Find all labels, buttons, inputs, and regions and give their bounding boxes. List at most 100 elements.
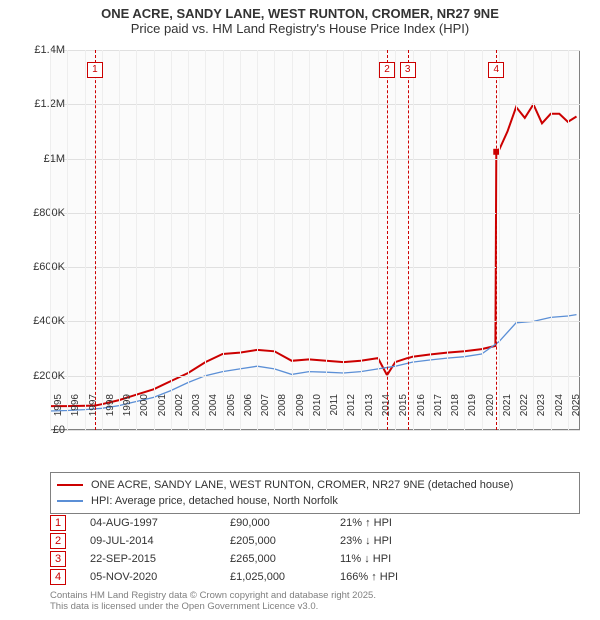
x-gridline (67, 50, 68, 430)
legend-label-2: HPI: Average price, detached house, Nort… (91, 495, 338, 507)
footer-attribution: Contains HM Land Registry data © Crown c… (50, 590, 580, 613)
sales-row-price: £265,000 (230, 553, 340, 565)
legend-item-2: HPI: Average price, detached house, Nort… (57, 493, 573, 509)
callout-marker: 2 (379, 62, 395, 78)
x-tick-label: 2018 (450, 394, 461, 434)
sales-row: 322-SEP-2015£265,00011% ↓ HPI (50, 550, 580, 568)
sales-row-date: 22-SEP-2015 (90, 553, 230, 565)
x-gridline (292, 50, 293, 430)
x-gridline (188, 50, 189, 430)
x-tick-label: 2020 (485, 394, 496, 434)
x-gridline (447, 50, 448, 430)
callout-marker: 3 (400, 62, 416, 78)
x-tick-label: 2008 (277, 394, 288, 434)
x-tick-label: 2023 (536, 394, 547, 434)
sales-row-price: £1,025,000 (230, 571, 340, 583)
sales-row-marker: 2 (50, 533, 66, 549)
x-tick-label: 1998 (105, 394, 116, 434)
sales-table: 1 04-AUG-1997£90,00021% ↑ HPI 2 09-JUL-2014… (50, 514, 580, 586)
x-gridline (309, 50, 310, 430)
y-tick-label: £1M (44, 153, 65, 165)
x-gridline (240, 50, 241, 430)
x-tick-label: 2000 (139, 394, 150, 434)
x-tick-label: 2011 (329, 394, 340, 434)
y-gridline (50, 104, 580, 105)
sales-row: 209-JUL-2014£205,00023% ↓ HPI (50, 532, 580, 550)
legend-swatch-1 (57, 484, 83, 486)
x-gridline (343, 50, 344, 430)
x-gridline (395, 50, 396, 430)
footer-line-2: This data is licensed under the Open Gov… (50, 601, 580, 612)
x-tick-label: 1996 (70, 394, 81, 434)
x-tick-label: 2016 (416, 394, 427, 434)
title-line-2: Price paid vs. HM Land Registry's House … (0, 21, 600, 36)
sales-row: 1 04-AUG-1997£90,00021% ↑ HPI (50, 514, 580, 532)
x-gridline (102, 50, 103, 430)
x-tick-label: 2006 (243, 394, 254, 434)
y-gridline (50, 376, 580, 377)
callout-marker: 4 (488, 62, 504, 78)
x-gridline (154, 50, 155, 430)
x-tick-label: 2017 (433, 394, 444, 434)
x-gridline (499, 50, 500, 430)
x-gridline (136, 50, 137, 430)
x-gridline (464, 50, 465, 430)
line-series-svg (50, 50, 580, 430)
x-gridline (482, 50, 483, 430)
x-gridline (551, 50, 552, 430)
x-tick-label: 2005 (226, 394, 237, 434)
x-tick-label: 2024 (554, 394, 565, 434)
x-gridline (85, 50, 86, 430)
x-tick-label: 2002 (174, 394, 185, 434)
legend-item-1: ONE ACRE, SANDY LANE, WEST RUNTON, CROME… (57, 477, 573, 493)
x-tick-label: 2004 (208, 394, 219, 434)
x-tick-label: 1995 (53, 394, 64, 434)
title-block: ONE ACRE, SANDY LANE, WEST RUNTON, CROME… (0, 0, 600, 36)
legend-label-1: ONE ACRE, SANDY LANE, WEST RUNTON, CROME… (91, 479, 513, 491)
callout-vline (95, 50, 96, 430)
legend-swatch-2 (57, 500, 83, 501)
x-gridline (223, 50, 224, 430)
callout-vline (387, 50, 388, 430)
sales-row-marker: 3 (50, 551, 66, 567)
x-gridline (533, 50, 534, 430)
x-tick-label: 1997 (88, 394, 99, 434)
title-line-1: ONE ACRE, SANDY LANE, WEST RUNTON, CROME… (0, 6, 600, 21)
y-gridline (50, 50, 580, 51)
x-tick-label: 2009 (295, 394, 306, 434)
x-tick-label: 2021 (502, 394, 513, 434)
callout-vline (496, 50, 497, 430)
sales-row-marker: 4 (50, 569, 66, 585)
y-gridline (50, 321, 580, 322)
x-gridline (50, 50, 51, 430)
sales-row-price: £90,000 (230, 517, 340, 529)
chart-container: ONE ACRE, SANDY LANE, WEST RUNTON, CROME… (0, 0, 600, 620)
x-tick-label: 2010 (312, 394, 323, 434)
x-gridline (205, 50, 206, 430)
sales-row-date: 04-AUG-1997 (90, 517, 230, 529)
sales-row-marker: 1 (50, 515, 66, 531)
x-gridline (430, 50, 431, 430)
x-gridline (274, 50, 275, 430)
x-tick-label: 2013 (364, 394, 375, 434)
y-gridline (50, 213, 580, 214)
x-tick-label: 2022 (519, 394, 530, 434)
footer-line-1: Contains HM Land Registry data © Crown c… (50, 590, 580, 601)
x-gridline (568, 50, 569, 430)
x-tick-label: 2003 (191, 394, 202, 434)
y-gridline (50, 159, 580, 160)
x-tick-label: 2012 (346, 394, 357, 434)
sales-row-date: 09-JUL-2014 (90, 535, 230, 547)
x-tick-label: 2025 (571, 394, 582, 434)
x-gridline (257, 50, 258, 430)
x-tick-label: 2019 (467, 394, 478, 434)
x-gridline (361, 50, 362, 430)
x-tick-label: 2001 (157, 394, 168, 434)
sales-row: 405-NOV-2020£1,025,000166% ↑ HPI (50, 568, 580, 586)
x-tick-label: 1999 (122, 394, 133, 434)
x-gridline (516, 50, 517, 430)
x-tick-label: 2007 (260, 394, 271, 434)
sales-row-hpi: 21% ↑ HPI (340, 517, 580, 529)
x-gridline (119, 50, 120, 430)
callout-marker: 1 (87, 62, 103, 78)
